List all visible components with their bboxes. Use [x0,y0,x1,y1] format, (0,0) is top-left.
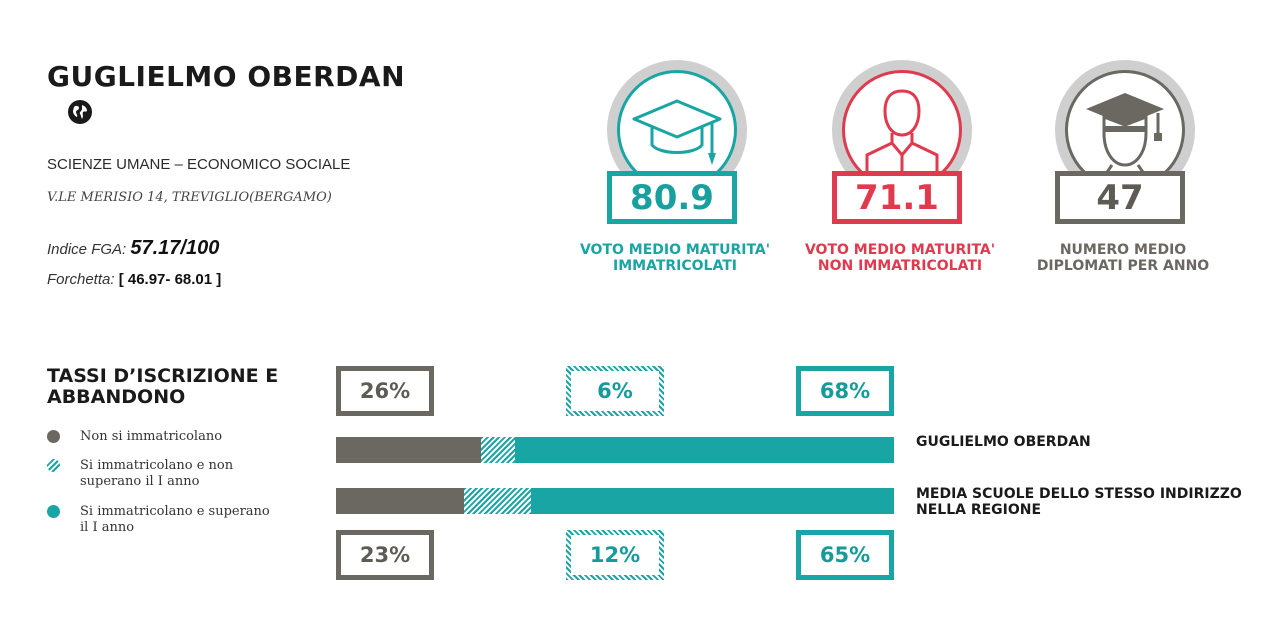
stat-value: 47 [1055,171,1185,224]
forchetta-value: [ 46.97- 68.01 ] [118,271,222,288]
section-title: TASSI D’ISCRIZIONE E ABBANDONO [47,365,279,408]
fga-value: 57.17/100 [130,237,220,259]
school-title: GUGLIELMO OBERDAN [47,60,406,93]
fga-index: Indice FGA: 57.17/100 [47,237,219,260]
stat-caption: VOTO MEDIO MATURITA' NON IMMATRICOLATI [804,242,996,274]
bar-segment-non-superano [481,437,515,463]
legend-label: Non si immatricolano [80,429,223,444]
pct-label-school-non-immatricolati: 26% [336,366,434,416]
pct-label-region-superano: 65% [796,530,894,580]
fga-label: Indice FGA: [47,241,127,258]
pct-label-school-superano: 68% [796,366,894,416]
graduation-cap-icon [617,70,737,190]
stat-voto-immatricolati: 80.9 VOTO MEDIO MATURITA' IMMATRICOLATI [560,60,790,280]
bar-label-school: GUGLIELMO OBERDAN [916,434,1091,450]
legend-label: Si immatricolano e superano il I anno [80,504,270,535]
legend-swatch-hatched [47,459,60,472]
globe-icon[interactable] [67,99,93,125]
pct-label-region-non-immatricolati: 23% [336,530,434,580]
legend-swatch-gray [47,430,60,443]
pct-label-region-non-superano: 12% [566,530,664,580]
bar-regional-average [336,488,894,514]
bar-segment-superano [514,437,894,463]
legend-swatch-teal [47,505,60,518]
bar-segment-non-immatricolati [336,488,465,514]
stat-caption: VOTO MEDIO MATURITA' IMMATRICOLATI [579,242,771,274]
bar-school [336,437,894,463]
legend-label: Si immatricolano e non superano il I ann… [80,458,234,489]
stat-value: 80.9 [607,171,737,224]
program-name: SCIENZE UMANE – ECONOMICO SOCIALE [47,156,351,173]
stat-voto-non-immatricolati: 71.1 VOTO MEDIO MATURITA' NON IMMATRICOLA… [785,60,1015,280]
pct-label-school-non-superano: 6% [566,366,664,416]
bar-segment-non-immatricolati [336,437,482,463]
bar-segment-non-superano [464,488,532,514]
forchetta-label: Forchetta: [47,271,115,288]
stat-diplomati-per-anno: 47 NUMERO MEDIO DIPLOMATI PER ANNO [1008,60,1238,280]
bar-segment-superano [531,488,894,514]
stat-value: 71.1 [832,171,962,224]
bar-label-regional-average: MEDIA SCUOLE DELLO STESSO INDIRIZZO NELL… [916,486,1242,518]
stat-caption: NUMERO MEDIO DIPLOMATI PER ANNO [1036,242,1210,274]
forchetta: Forchetta: [ 46.97- 68.01 ] [47,271,221,288]
school-address: V.LE MERISIO 14, TREVIGLIO(BERGAMO) [47,190,332,205]
